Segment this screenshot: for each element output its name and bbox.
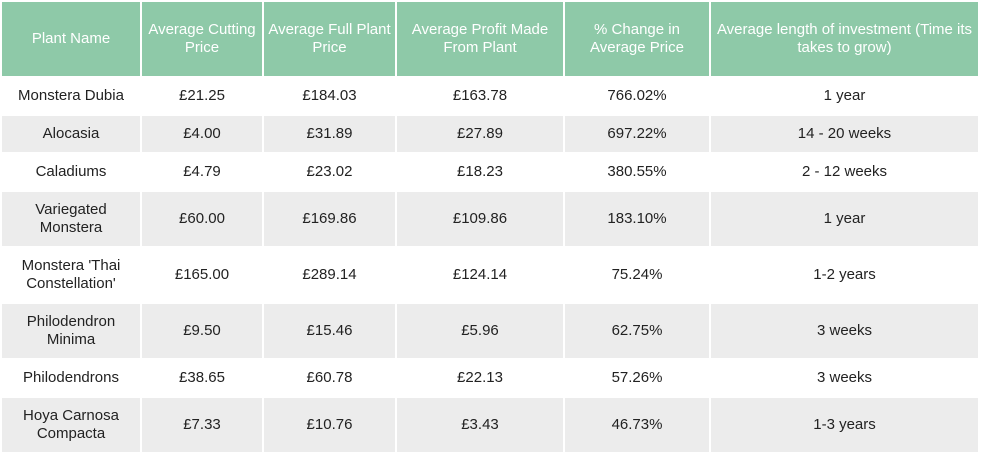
cell-percent-change: 62.75%: [565, 304, 711, 360]
cell-plant-name: Monstera Dubia: [2, 78, 142, 116]
cell-percent-change: 766.02%: [565, 78, 711, 116]
cell-percent-change: 380.55%: [565, 154, 711, 192]
cell-investment-length: 14 - 20 weeks: [711, 116, 978, 154]
cell-cutting-price: £38.65: [142, 360, 264, 398]
cell-profit: £3.43: [397, 398, 565, 454]
cell-full-price: £289.14: [264, 248, 397, 304]
cell-percent-change: 46.73%: [565, 398, 711, 454]
table-row: Alocasia £4.00 £31.89 £27.89 697.22% 14 …: [2, 116, 978, 154]
cell-full-price: £10.76: [264, 398, 397, 454]
cell-profit: £18.23: [397, 154, 565, 192]
cell-percent-change: 183.10%: [565, 192, 711, 248]
header-investment-length: Average length of investment (Time its t…: [711, 2, 978, 78]
cell-plant-name: Variegated Monstera: [2, 192, 142, 248]
cell-plant-name: Hoya Carnosa Compacta: [2, 398, 142, 454]
cell-full-price: £31.89: [264, 116, 397, 154]
cell-cutting-price: £9.50: [142, 304, 264, 360]
cell-plant-name: Monstera 'Thai Constellation': [2, 248, 142, 304]
header-average-cutting-price: Average Cutting Price: [142, 2, 264, 78]
cell-profit: £124.14: [397, 248, 565, 304]
table-row: Monstera 'Thai Constellation' £165.00 £2…: [2, 248, 978, 304]
cell-full-price: £184.03: [264, 78, 397, 116]
cell-percent-change: 75.24%: [565, 248, 711, 304]
header-plant-name: Plant Name: [2, 2, 142, 78]
cell-cutting-price: £4.79: [142, 154, 264, 192]
cell-investment-length: 2 - 12 weeks: [711, 154, 978, 192]
cell-investment-length: 3 weeks: [711, 304, 978, 360]
cell-cutting-price: £4.00: [142, 116, 264, 154]
table-row: Philodendrons £38.65 £60.78 £22.13 57.26…: [2, 360, 978, 398]
table-row: Philodendron Minima £9.50 £15.46 £5.96 6…: [2, 304, 978, 360]
cell-investment-length: 1-2 years: [711, 248, 978, 304]
header-average-profit: Average Profit Made From Plant: [397, 2, 565, 78]
cell-profit: £163.78: [397, 78, 565, 116]
header-percent-change: % Change in Average Price: [565, 2, 711, 78]
cell-investment-length: 1-3 years: [711, 398, 978, 454]
cell-cutting-price: £21.25: [142, 78, 264, 116]
cell-cutting-price: £7.33: [142, 398, 264, 454]
cell-full-price: £60.78: [264, 360, 397, 398]
table-row: Hoya Carnosa Compacta £7.33 £10.76 £3.43…: [2, 398, 978, 454]
cell-percent-change: 57.26%: [565, 360, 711, 398]
cell-cutting-price: £60.00: [142, 192, 264, 248]
cell-percent-change: 697.22%: [565, 116, 711, 154]
cell-profit: £5.96: [397, 304, 565, 360]
cell-plant-name: Philodendron Minima: [2, 304, 142, 360]
cell-plant-name: Alocasia: [2, 116, 142, 154]
cell-cutting-price: £165.00: [142, 248, 264, 304]
table-row: Variegated Monstera £60.00 £169.86 £109.…: [2, 192, 978, 248]
header-average-full-plant-price: Average Full Plant Price: [264, 2, 397, 78]
cell-full-price: £15.46: [264, 304, 397, 360]
cell-profit: £27.89: [397, 116, 565, 154]
table-header-row: Plant Name Average Cutting Price Average…: [2, 2, 978, 78]
cell-full-price: £169.86: [264, 192, 397, 248]
cell-investment-length: 1 year: [711, 78, 978, 116]
cell-full-price: £23.02: [264, 154, 397, 192]
cell-investment-length: 3 weeks: [711, 360, 978, 398]
cell-plant-name: Caladiums: [2, 154, 142, 192]
cell-profit: £22.13: [397, 360, 565, 398]
cell-profit: £109.86: [397, 192, 565, 248]
cell-investment-length: 1 year: [711, 192, 978, 248]
table-row: Monstera Dubia £21.25 £184.03 £163.78 76…: [2, 78, 978, 116]
table-row: Caladiums £4.79 £23.02 £18.23 380.55% 2 …: [2, 154, 978, 192]
cell-plant-name: Philodendrons: [2, 360, 142, 398]
